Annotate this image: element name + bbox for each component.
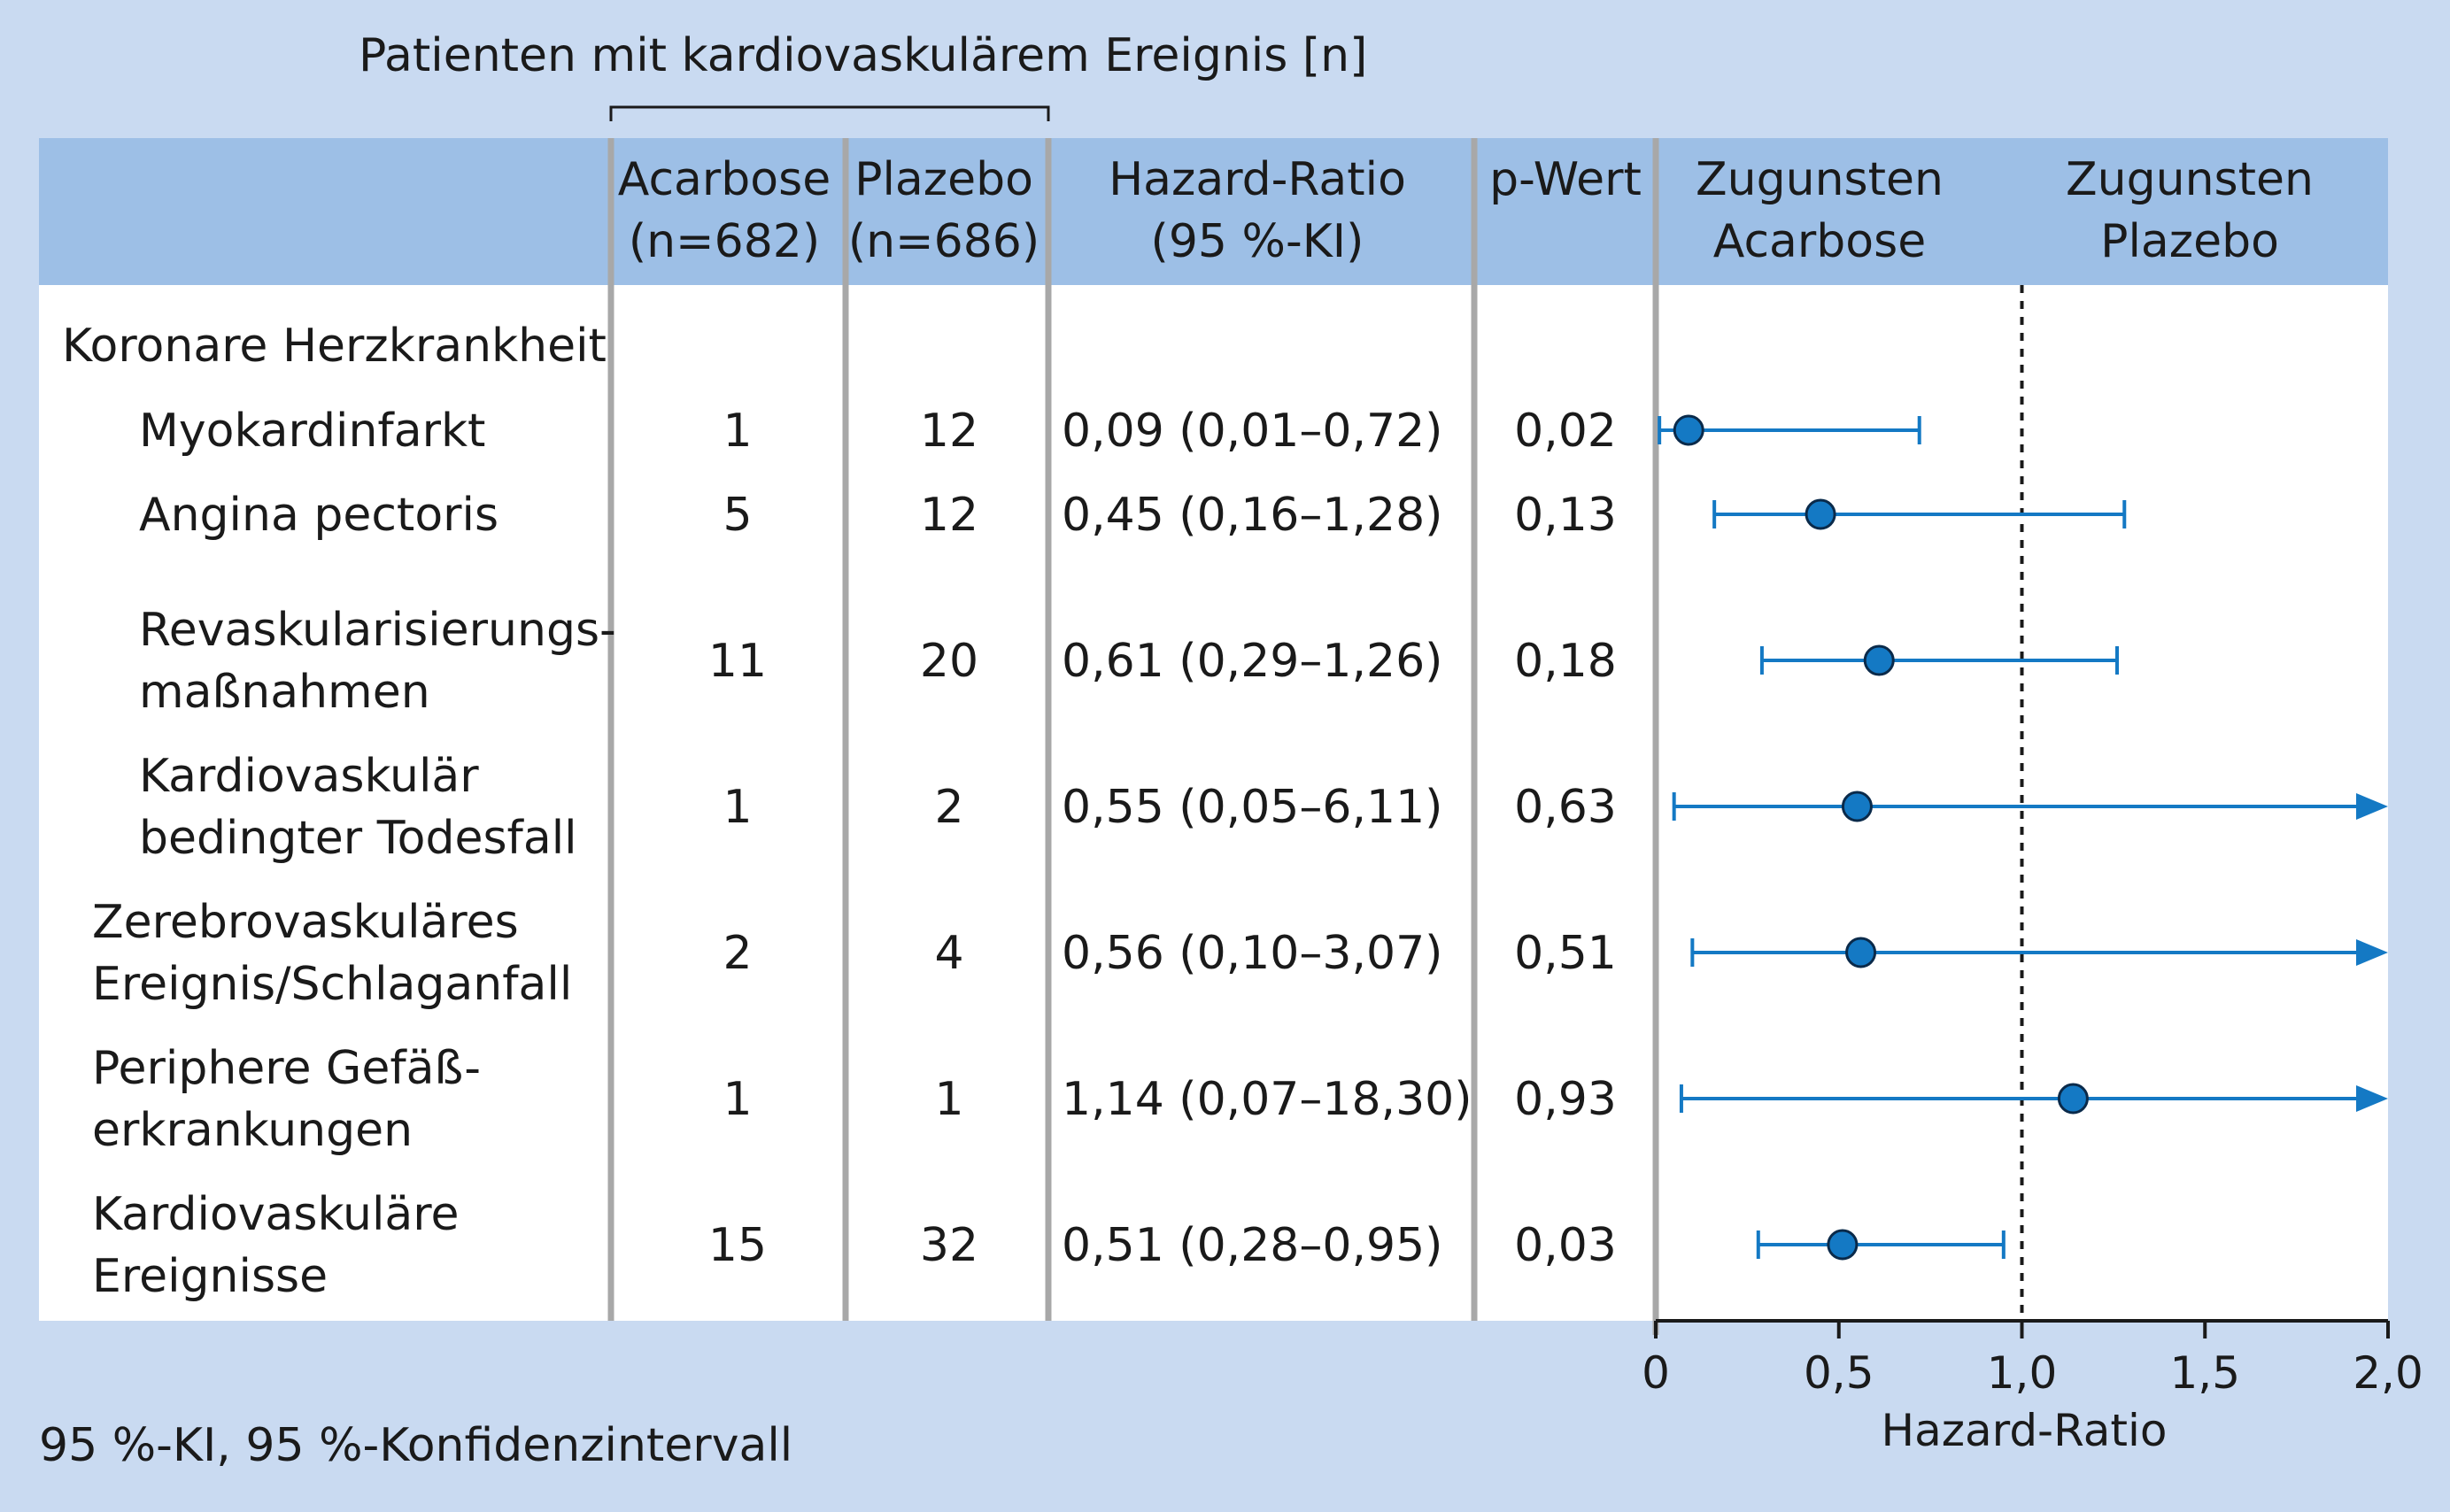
hazard-ratio-ci: 1,14 (0,07–18,30) (1062, 1073, 1472, 1126)
plazebo-count: 32 (920, 1219, 978, 1272)
ci-arrow (2356, 793, 2388, 820)
hazard-ratio-point (1805, 498, 1836, 530)
x-tick-label: 0 (1642, 1347, 1670, 1399)
hazard-ratio-point (1841, 791, 1873, 822)
row-label-line1: Kardiovaskulär (139, 750, 479, 803)
group-bracket (609, 105, 1050, 121)
x-tick-label: 2,0 (2353, 1347, 2423, 1399)
row-label-line1: Kardiovaskuläre (92, 1188, 460, 1241)
row-label-line2: maßnahmen (139, 666, 430, 719)
table-row: Myokardinfarkt 1 12 0,09 (0,01–0,72) 0,02 (139, 405, 1617, 458)
header-favor-acarbose-line1: Zugunsten (1696, 153, 1944, 206)
row-label-line2: bedingter Todesfall (139, 812, 577, 865)
row-label: Angina pectoris (139, 489, 499, 542)
plazebo-count: 12 (920, 405, 978, 458)
acarbose-count: 1 (723, 1073, 752, 1126)
plazebo-count: 20 (920, 635, 978, 688)
acarbose-count: 11 (708, 635, 767, 688)
header-favor-acarbose-line2: Acarbose (1713, 215, 1926, 268)
hazard-ratio-point (1827, 1229, 1859, 1261)
header-favor-plazebo-line2: Plazebo (2100, 215, 2279, 268)
p-value: 0,93 (1514, 1073, 1617, 1126)
hazard-ratio-point (1863, 644, 1895, 676)
x-axis-label: Hazard-Ratio (1882, 1405, 2168, 1456)
group-heading: Koronare Herzkrankheit (62, 320, 607, 373)
plazebo-count: 12 (920, 489, 978, 542)
p-value: 0,03 (1514, 1219, 1617, 1272)
p-value: 0,13 (1514, 489, 1617, 542)
table-row: Zerebrovaskuläres Ereignis/Schlaganfall 2 4… (92, 896, 1617, 1011)
acarbose-count: 15 (708, 1219, 767, 1272)
header-p-value: p-Wert (1489, 153, 1642, 206)
plot-area: 0 0,5 1,0 1,5 2,0 (1642, 285, 2423, 1399)
header-plazebo-line1: Plazebo (854, 153, 1033, 206)
footnote: 95 %-KI, 95 %-Konfidenzintervall (39, 1419, 792, 1472)
p-value: 0,63 (1514, 781, 1617, 834)
acarbose-count: 5 (723, 489, 752, 542)
row-label-line1: Zerebrovaskuläres (92, 896, 519, 949)
hazard-ratio-ci: 0,56 (0,10–3,07) (1062, 927, 1442, 980)
header-acarbose-line1: Acarbose (618, 153, 831, 206)
row-label-line1: Revaskularisierungs- (139, 604, 616, 657)
table-rows: Myokardinfarkt 1 12 0,09 (0,01–0,72) 0,02Ang… (92, 405, 1617, 1303)
row-label-line2: erkrankungen (92, 1104, 413, 1157)
row-label-line2: Ereignisse (92, 1250, 328, 1303)
p-value: 0,18 (1514, 635, 1617, 688)
plazebo-count: 1 (934, 1073, 963, 1126)
x-tick-label: 1,5 (2169, 1347, 2240, 1399)
table-row: Angina pectoris 5 12 0,45 (0,16–1,28) 0,13 (139, 489, 1617, 542)
hazard-ratio-ci: 0,61 (0,29–1,26) (1062, 635, 1442, 688)
table-body (39, 285, 2388, 1321)
hazard-ratio-ci: 0,45 (0,16–1,28) (1062, 489, 1442, 542)
hazard-ratio-point (1673, 414, 1704, 446)
acarbose-count: 1 (723, 405, 752, 458)
plazebo-count: 2 (934, 781, 963, 834)
header-hr-line1: Hazard-Ratio (1109, 153, 1406, 206)
x-tick-label: 0,5 (1804, 1347, 1874, 1399)
plazebo-count: 4 (934, 927, 963, 980)
ci-arrow (2356, 939, 2388, 966)
p-value: 0,02 (1514, 405, 1617, 458)
group-label: Patienten mit kardiovaskulärem Ereignis … (359, 29, 1367, 82)
header-favor-plazebo-line1: Zugunsten (2066, 153, 2314, 206)
row-label: Myokardinfarkt (139, 405, 485, 458)
hazard-ratio-ci: 0,09 (0,01–0,72) (1062, 405, 1442, 458)
table-row: Kardiovaskuläre Ereignisse 15 32 0,51 (0,28–… (92, 1188, 1617, 1303)
table-row: Periphere Gefäß-erkrankungen 1 1 1,14 (0,07… (92, 1042, 1617, 1157)
ci-arrow (2356, 1085, 2388, 1112)
header-plazebo-line2: (n=686) (848, 215, 1040, 268)
hazard-ratio-ci: 0,51 (0,28–0,95) (1062, 1219, 1442, 1272)
row-label-line2: Ereignis/Schlaganfall (92, 958, 572, 1011)
header-band (39, 138, 2388, 285)
hazard-ratio-point (1845, 937, 1877, 968)
row-label-line1: Periphere Gefäß- (92, 1042, 481, 1095)
hazard-ratio-point (2057, 1083, 2089, 1115)
table-row: Revaskularisierungs-maßnahmen 11 20 0,61 (0… (139, 604, 1617, 719)
x-tick-label: 1,0 (1987, 1347, 2058, 1399)
p-value: 0,51 (1514, 927, 1617, 980)
acarbose-count: 2 (723, 927, 752, 980)
hazard-ratio-ci: 0,55 (0,05–6,11) (1062, 781, 1442, 834)
table-row: Kardiovaskulär bedingter Todesfall 1 2 0,55 … (139, 750, 1617, 865)
header-hr-line2: (95 %-KI) (1151, 215, 1364, 268)
header-acarbose-line2: (n=682) (629, 215, 820, 268)
acarbose-count: 1 (723, 781, 752, 834)
